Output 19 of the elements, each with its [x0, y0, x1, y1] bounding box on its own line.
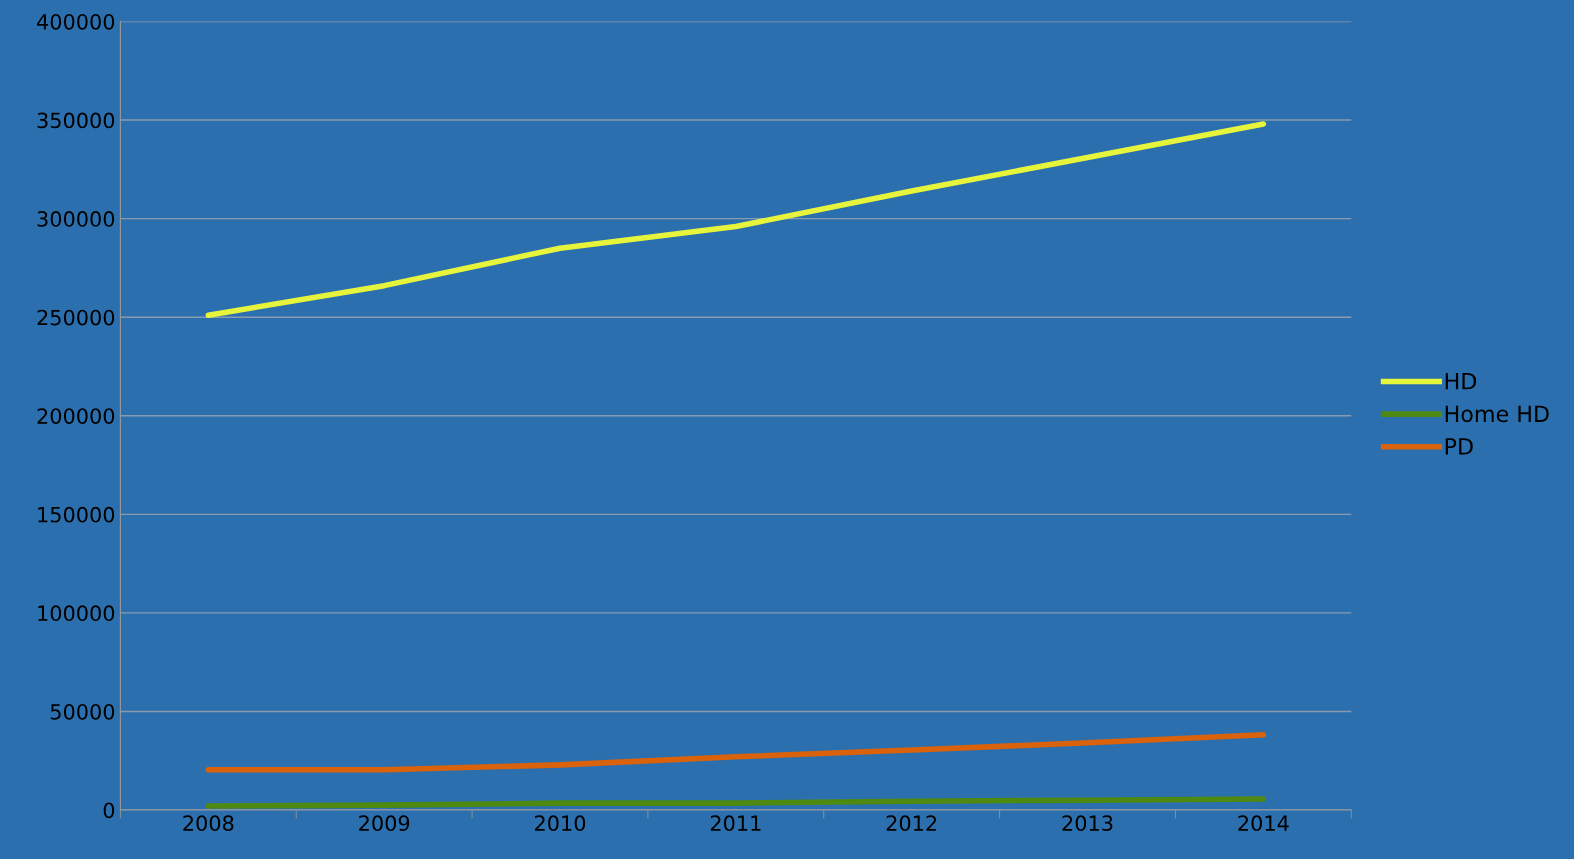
x-tick-label: 2014 [1238, 815, 1289, 832]
legend-label: PD [1445, 438, 1473, 455]
legend-label: HD [1445, 373, 1477, 390]
y-tick-label: 200000 [37, 408, 115, 424]
x-tick-label: 2011 [710, 815, 761, 832]
x-tick-label: 2009 [359, 815, 410, 832]
y-tick-label: 0 [103, 802, 115, 819]
x-tick-label: 2010 [535, 815, 586, 832]
x-tick-label: 2008 [183, 815, 234, 832]
y-tick-label: 300000 [37, 211, 115, 227]
y-tick-label: 250000 [37, 309, 115, 326]
y-tick-label: 150000 [38, 506, 115, 523]
y-tick-label: 400000 [37, 13, 115, 30]
legend-label: Home HD [1445, 405, 1549, 423]
y-tick-label: 350000 [37, 112, 115, 129]
x-tick-label: 2013 [1062, 815, 1113, 832]
y-tick-label: 100000 [38, 605, 115, 622]
x-tick-label: 2012 [886, 815, 937, 832]
y-tick-label: 50000 [50, 703, 115, 720]
